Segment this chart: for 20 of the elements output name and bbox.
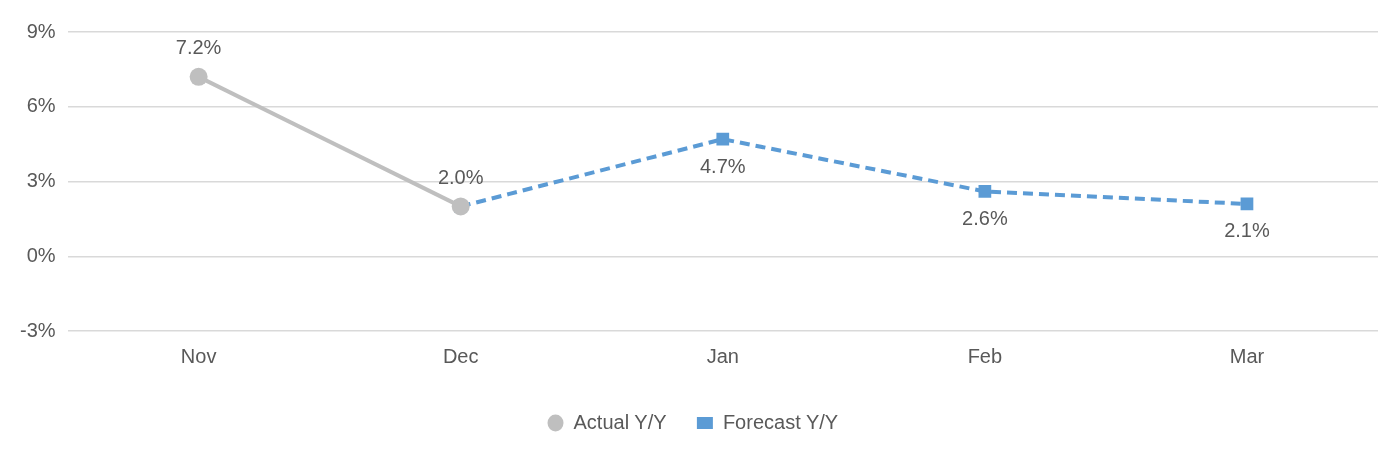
x-tick-label: Dec xyxy=(442,344,479,367)
y-tick-label: 0% xyxy=(26,243,56,266)
x-tick-label: Feb xyxy=(967,344,1003,367)
data-label: 2.1% xyxy=(1224,219,1270,242)
data-label: 2.0% xyxy=(437,165,484,188)
y-tick-label: 9% xyxy=(26,19,56,42)
y-tick-label: 6% xyxy=(26,94,56,117)
point xyxy=(978,185,992,198)
x-tick-label: Jan xyxy=(706,344,739,367)
x-tick-label: Mar xyxy=(1229,344,1265,367)
x-tick-label: Nov xyxy=(180,344,217,367)
legend-label: Actual Y/Y xyxy=(573,410,667,433)
data-label: 2.6% xyxy=(962,206,1008,229)
point xyxy=(716,132,730,146)
data-label: 4.7% xyxy=(699,154,746,177)
point xyxy=(189,67,208,86)
legend-label: Forecast Y/Y xyxy=(722,410,839,433)
y-tick-label: -3% xyxy=(19,318,56,341)
data-label: 7.2% xyxy=(175,36,222,59)
y-tick-label: 3% xyxy=(26,169,56,192)
